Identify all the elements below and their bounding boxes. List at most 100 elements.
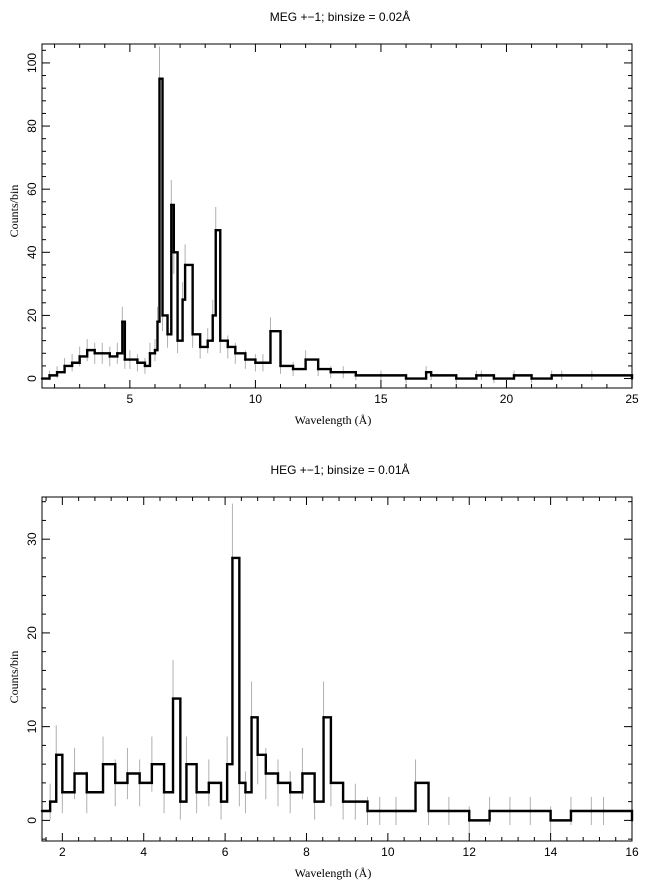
meg-data-point xyxy=(429,374,433,377)
meg-data-point xyxy=(116,352,119,355)
meg-data-point xyxy=(153,348,157,352)
meg-axes: 5 10 15 20 25 0 20 40 60 80 100 xyxy=(25,44,639,406)
meg-data-point xyxy=(172,251,176,254)
meg-data-point xyxy=(148,352,152,355)
meg-y-axis-label: Counts/bin xyxy=(7,185,21,238)
heg-data-point xyxy=(244,791,247,794)
meg-data-point xyxy=(176,339,179,342)
heg-data-point xyxy=(414,781,417,785)
heg-x-axis-label: Wavelength (Å) xyxy=(295,866,372,880)
heg-data-point xyxy=(289,791,292,794)
meg-data-point xyxy=(342,371,345,374)
heg-y-tick-label: 0 xyxy=(25,817,39,824)
meg-panel: MEG +−1; binsize = 0.02Å Counts/bin Wave… xyxy=(7,9,639,427)
meg-data-point xyxy=(329,371,332,374)
meg-x-tick-label: 20 xyxy=(500,392,514,406)
heg-x-tick-label: 14 xyxy=(544,845,558,859)
heg-x-tick-label: 12 xyxy=(463,845,477,859)
heg-data-point xyxy=(61,791,64,794)
heg-data-point xyxy=(468,819,471,822)
heg-panel: HEG +−1; binsize = 0.01Å Counts/bin Wave… xyxy=(7,462,639,880)
meg-data-point xyxy=(156,320,159,323)
meg-data-point xyxy=(279,364,282,368)
meg-data-point xyxy=(560,374,563,377)
heg-data-point xyxy=(427,809,430,813)
heg-y-tick-label: 30 xyxy=(25,532,39,546)
heg-x-tick-label: 8 xyxy=(303,845,310,859)
meg-data-point xyxy=(206,339,209,342)
meg-data-point xyxy=(214,229,217,232)
heg-data-point xyxy=(378,809,381,813)
heg-data-point xyxy=(322,716,325,719)
heg-data-point xyxy=(447,809,451,813)
meg-data-point xyxy=(379,374,383,377)
meg-data-point xyxy=(101,352,104,355)
meg-data-point xyxy=(136,361,139,364)
meg-data-point xyxy=(158,77,161,80)
meg-x-tick-label: 15 xyxy=(374,392,388,406)
meg-data-point xyxy=(234,352,237,355)
meg-data-point xyxy=(475,374,478,377)
heg-data-point xyxy=(354,800,357,803)
meg-x-tick-label: 10 xyxy=(249,392,263,406)
heg-data-point xyxy=(85,791,88,794)
heg-data-point xyxy=(590,809,593,813)
heg-data-point xyxy=(48,800,52,803)
heg-data-point xyxy=(329,781,333,785)
meg-data-point xyxy=(590,374,594,377)
heg-y-axis-label: Counts/bin xyxy=(7,651,21,704)
meg-data-point xyxy=(166,333,169,336)
meg-y-tick-label: 100 xyxy=(25,53,39,73)
meg-data-point xyxy=(530,377,533,380)
heg-x-tick-label: 6 xyxy=(222,845,229,859)
heg-data-point xyxy=(313,800,316,803)
meg-data-point xyxy=(70,361,74,364)
heg-data-point xyxy=(195,791,198,794)
meg-data-point xyxy=(492,377,496,380)
meg-y-tick-label: 20 xyxy=(25,308,39,322)
meg-data-point xyxy=(93,352,96,355)
heg-y-tick-label: 10 xyxy=(25,720,39,734)
meg-x-axis-label: Wavelength (Å) xyxy=(295,413,372,427)
meg-x-tick-label: 25 xyxy=(625,392,639,406)
heg-series-line xyxy=(42,556,634,822)
meg-data-point xyxy=(316,367,320,371)
meg-data-point xyxy=(78,355,81,358)
meg-data-point xyxy=(161,314,164,317)
heg-title: HEG +−1; binsize = 0.01Å xyxy=(270,462,409,477)
meg-data-point xyxy=(244,358,247,361)
meg-data-point xyxy=(63,364,66,368)
meg-data-point xyxy=(55,371,59,374)
meg-data-point xyxy=(512,374,516,377)
meg-y-tick-label: 0 xyxy=(25,375,39,382)
meg-data-point xyxy=(183,263,187,267)
heg-data-point xyxy=(488,809,491,813)
meg-y-tick-label: 80 xyxy=(25,119,39,133)
heg-data-point xyxy=(508,809,512,813)
heg-data-point xyxy=(569,809,573,813)
heg-data-point xyxy=(219,800,223,803)
meg-series-line xyxy=(42,77,634,380)
heg-data-point xyxy=(207,781,211,785)
heg-plot-frame xyxy=(41,496,633,842)
heg-data-point xyxy=(264,772,267,775)
heg-data-point xyxy=(225,762,229,766)
heg-data-point xyxy=(171,697,175,700)
meg-error-bars xyxy=(41,46,633,384)
meg-data-point xyxy=(143,364,147,368)
meg-spectrum xyxy=(40,77,634,380)
meg-data-point xyxy=(121,320,124,323)
heg-data-point xyxy=(250,716,253,719)
heg-data-point xyxy=(238,781,241,785)
meg-x-tick-label: 5 xyxy=(127,392,134,406)
heg-error-bars xyxy=(41,503,633,835)
heg-data-point xyxy=(394,809,398,813)
meg-data-point xyxy=(48,374,51,377)
heg-data-point xyxy=(179,800,182,803)
heg-data-point xyxy=(185,762,188,766)
heg-data-point xyxy=(114,781,117,785)
heg-spectrum xyxy=(40,556,634,822)
meg-plot-frame xyxy=(41,43,633,389)
heg-y-tick-label: 20 xyxy=(25,626,39,640)
